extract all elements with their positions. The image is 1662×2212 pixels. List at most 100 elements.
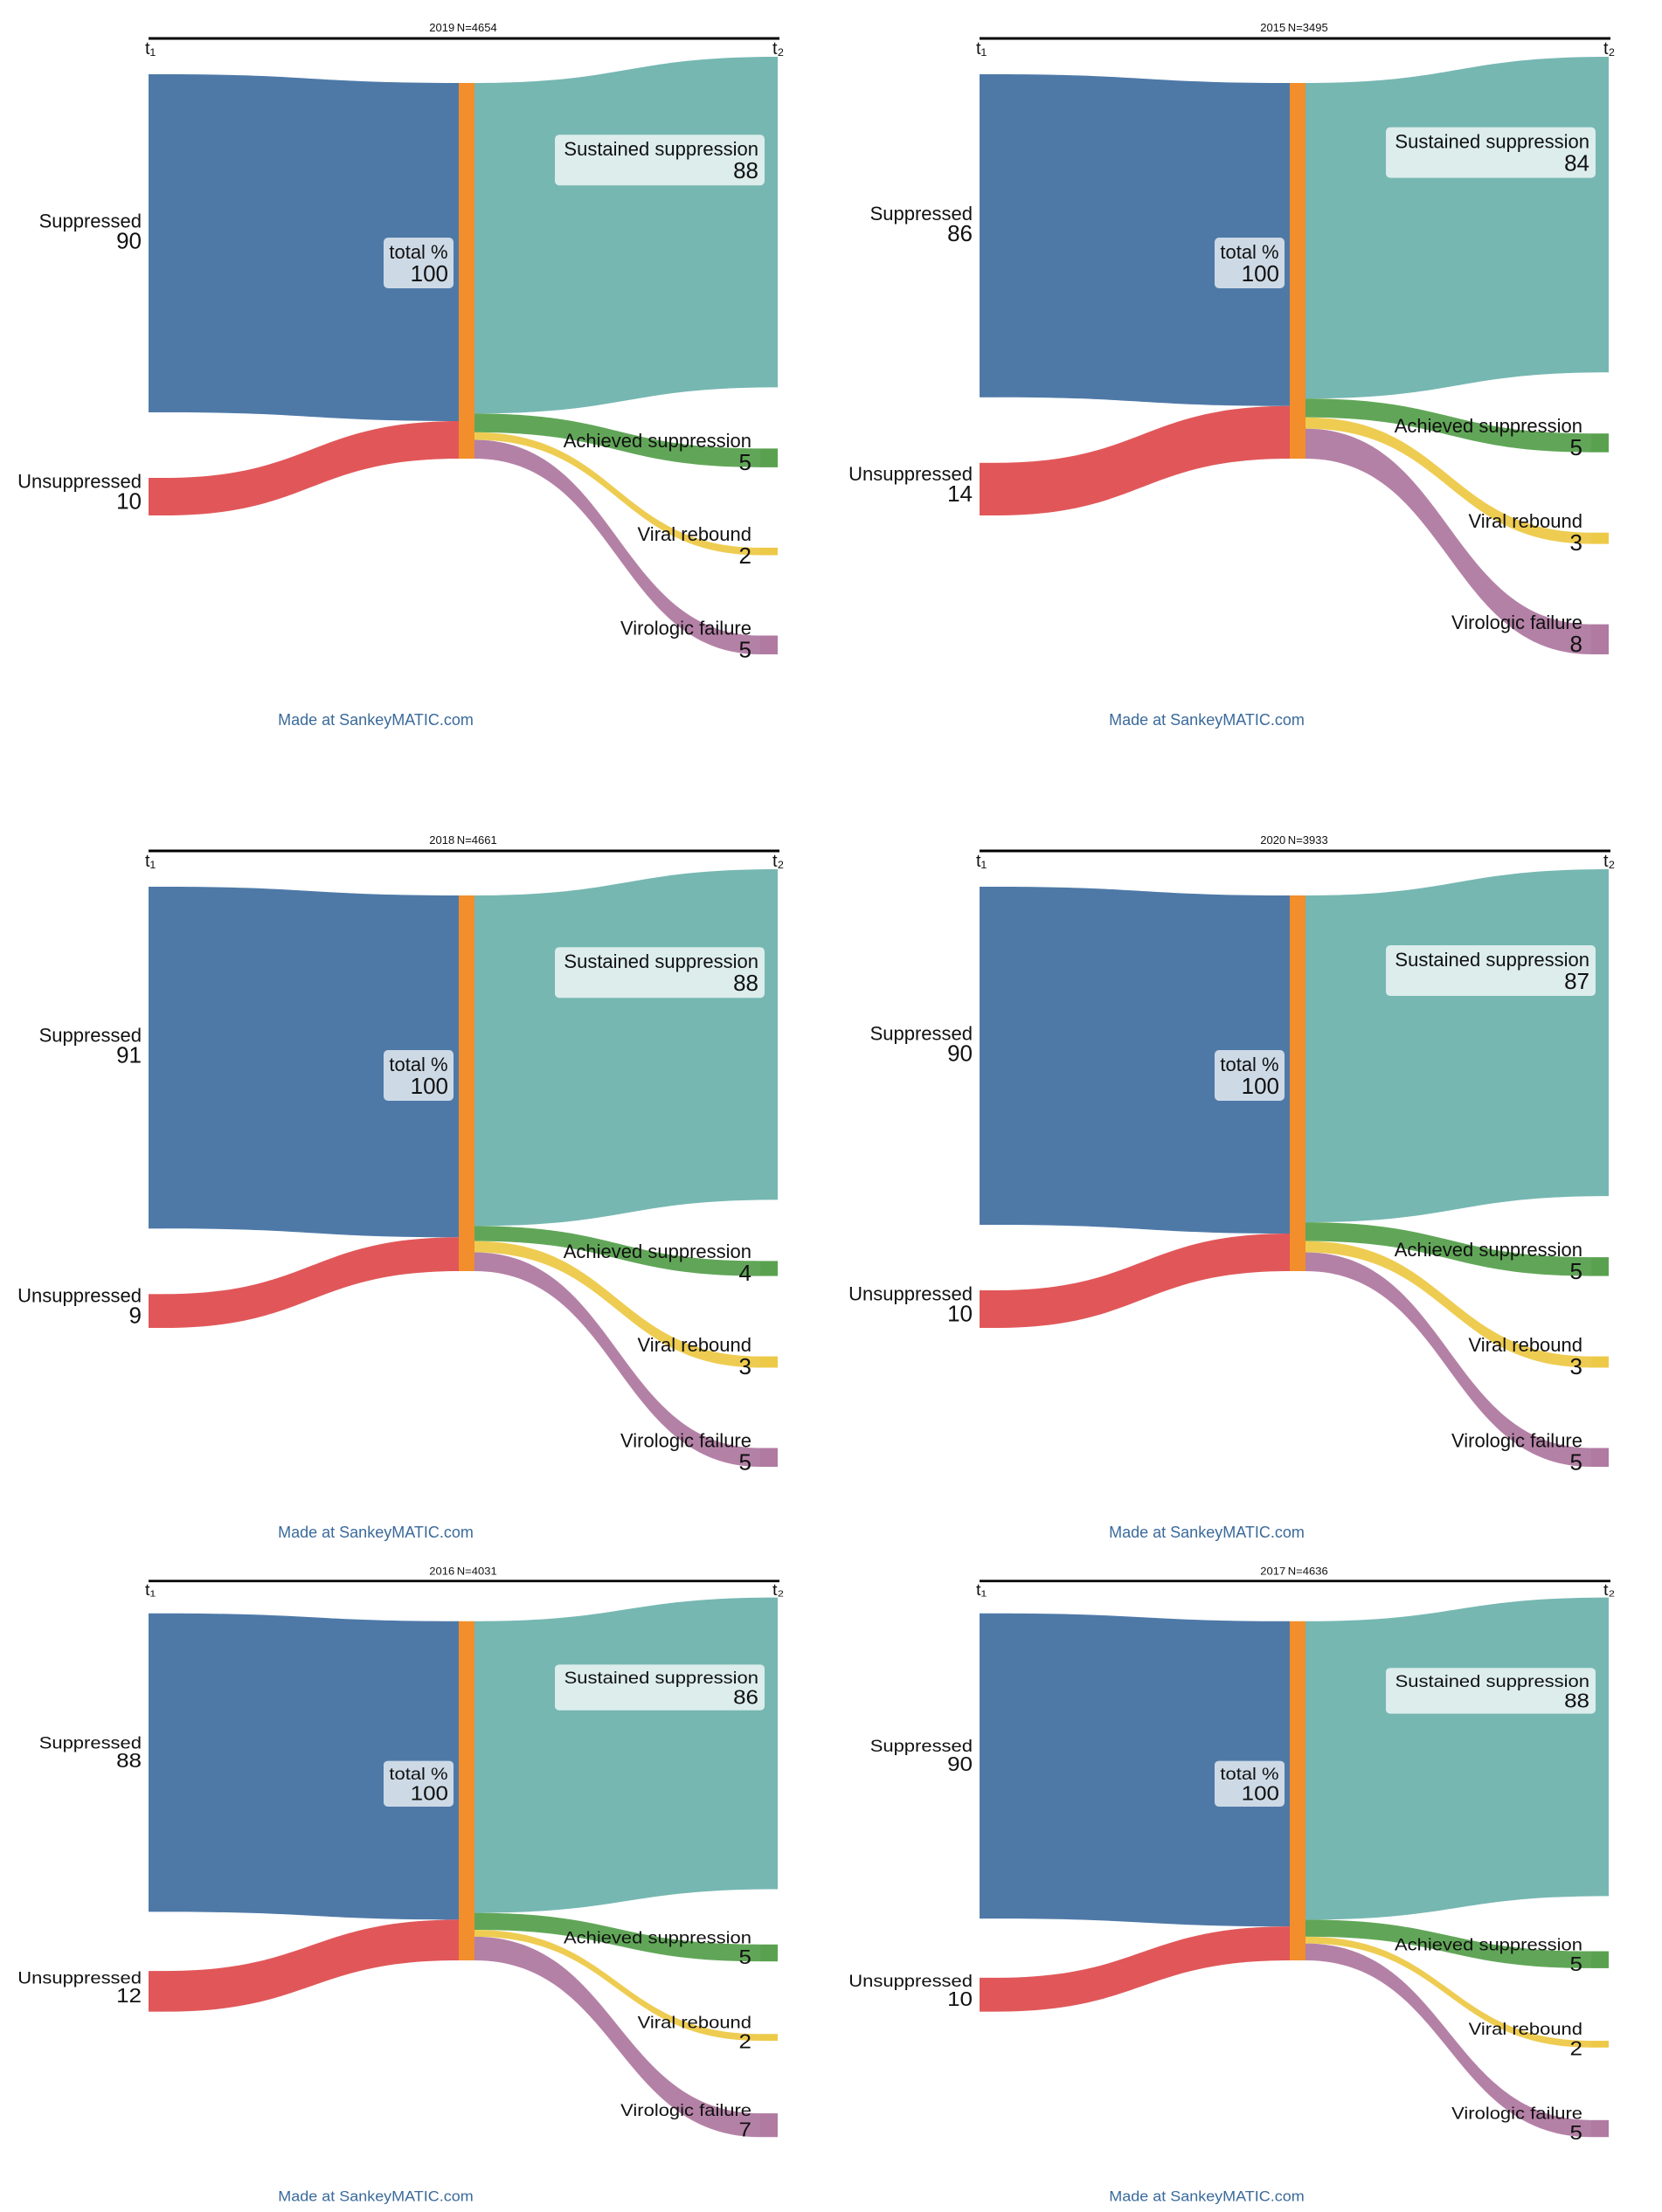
label-total: total % xyxy=(389,241,447,263)
flow-unsuppressed xyxy=(995,1234,1290,1328)
value-failure: 5 xyxy=(1570,1448,1582,1475)
node-total xyxy=(1290,1621,1305,1960)
label-suppressed: Suppressed xyxy=(39,1025,142,1047)
label-total: total % xyxy=(1220,1765,1278,1784)
flow-failure xyxy=(1305,1252,1591,1467)
flow-failure xyxy=(474,1936,760,2138)
value-unsuppressed: 12 xyxy=(116,1985,142,2008)
label-suppressed: Suppressed xyxy=(39,1733,142,1752)
value-rebound: 3 xyxy=(1570,1353,1582,1379)
credit-link: Made at SankeyMATIC.com xyxy=(1109,711,1305,729)
label-box-total xyxy=(384,238,454,288)
flow-failure xyxy=(474,1252,760,1467)
node-suppressed xyxy=(149,1613,164,1912)
t1-label: t₁ xyxy=(976,1582,987,1600)
value-sustained: 86 xyxy=(733,1687,758,1710)
label-box-total xyxy=(1215,1760,1285,1807)
node-total xyxy=(1290,895,1305,1271)
flow-sustained xyxy=(474,1597,778,1913)
value-suppressed: 91 xyxy=(116,1042,142,1068)
node-suppressed xyxy=(980,1613,995,1919)
value-sustained: 88 xyxy=(733,157,758,183)
node-suppressed xyxy=(980,74,995,397)
flow-achieved xyxy=(474,1226,760,1276)
value-achieved: 5 xyxy=(1570,1953,1582,1976)
node-failure xyxy=(760,635,778,654)
label-failure: Virologic failure xyxy=(1451,1429,1582,1451)
panel-title: 2018 N=4661 xyxy=(429,833,496,847)
credit-link: Made at SankeyMATIC.com xyxy=(278,1524,474,1541)
value-unsuppressed: 10 xyxy=(947,1988,973,2011)
label-unsuppressed: Unsuppressed xyxy=(848,1283,973,1305)
label-box-total xyxy=(1215,1050,1285,1101)
label-unsuppressed: Unsuppressed xyxy=(17,1968,142,1987)
flow-rebound xyxy=(1305,1936,1591,2048)
node-total xyxy=(459,895,474,1271)
label-total: total % xyxy=(1220,241,1278,263)
value-failure: 5 xyxy=(739,636,751,662)
label-achieved: Achieved suppression xyxy=(564,1929,751,1948)
node-rebound xyxy=(760,2034,778,2041)
label-total: total % xyxy=(389,1765,447,1784)
label-failure: Virologic failure xyxy=(620,2101,751,2120)
panel-title: 2017 N=4636 xyxy=(1260,1566,1327,1577)
credit-link: Made at SankeyMATIC.com xyxy=(278,711,474,729)
t1-label: t₁ xyxy=(145,1582,156,1600)
value-sustained: 88 xyxy=(1564,1690,1589,1712)
value-failure: 7 xyxy=(739,2119,751,2141)
label-total: total % xyxy=(1220,1054,1278,1075)
value-rebound: 2 xyxy=(739,543,751,569)
value-total: 100 xyxy=(1242,1073,1279,1099)
value-unsuppressed: 10 xyxy=(947,1301,973,1327)
node-failure xyxy=(1591,2119,1609,2138)
label-sustained: Sustained suppression xyxy=(564,1669,758,1688)
flow-unsuppressed xyxy=(164,421,459,515)
flow-unsuppressed xyxy=(995,405,1290,515)
value-rebound: 2 xyxy=(739,2031,751,2054)
value-sustained: 88 xyxy=(733,970,758,996)
label-failure: Virologic failure xyxy=(1451,2105,1582,2124)
node-unsuppressed xyxy=(980,1290,995,1328)
value-achieved: 5 xyxy=(739,1946,751,1969)
flow-suppressed xyxy=(164,887,459,1238)
t2-label: t₂ xyxy=(1603,1582,1615,1600)
label-unsuppressed: Unsuppressed xyxy=(17,1285,142,1307)
value-total: 100 xyxy=(411,260,448,287)
t2-label: t₂ xyxy=(772,852,784,871)
node-suppressed xyxy=(149,887,164,1229)
t2-label: t₂ xyxy=(772,39,784,59)
value-achieved: 5 xyxy=(1570,434,1582,460)
label-sustained: Sustained suppression xyxy=(1395,131,1589,153)
label-box-total xyxy=(1215,238,1285,288)
value-suppressed: 90 xyxy=(947,1040,973,1067)
label-sustained: Sustained suppression xyxy=(1395,949,1589,971)
value-sustained: 87 xyxy=(1564,968,1589,994)
label-rebound: Viral rebound xyxy=(1469,1334,1582,1356)
label-achieved: Achieved suppression xyxy=(1395,1935,1582,1954)
flow-failure xyxy=(1305,428,1591,654)
label-sustained: Sustained suppression xyxy=(564,138,758,160)
label-box-sustained xyxy=(555,947,765,999)
label-rebound: Viral rebound xyxy=(1469,2020,1582,2039)
panel-title: 2019 N=4654 xyxy=(429,21,496,34)
label-box-total xyxy=(384,1760,454,1807)
value-suppressed: 90 xyxy=(116,228,142,254)
node-achieved xyxy=(760,448,778,467)
value-achieved: 5 xyxy=(739,449,751,475)
value-rebound: 3 xyxy=(739,1353,751,1379)
node-unsuppressed xyxy=(149,1294,164,1328)
label-suppressed: Suppressed xyxy=(870,1737,973,1756)
panel-title: 2020 N=3933 xyxy=(1260,833,1327,847)
value-suppressed: 88 xyxy=(116,1750,142,1773)
value-suppressed: 90 xyxy=(947,1753,973,1776)
value-total: 100 xyxy=(1242,1783,1279,1806)
flow-sustained xyxy=(474,869,778,1227)
t1-label: t₁ xyxy=(976,39,987,59)
node-unsuppressed xyxy=(980,462,995,515)
value-rebound: 3 xyxy=(1570,529,1582,556)
node-unsuppressed xyxy=(149,478,164,515)
node-achieved xyxy=(760,1944,778,1962)
flow-suppressed xyxy=(164,1613,459,1920)
